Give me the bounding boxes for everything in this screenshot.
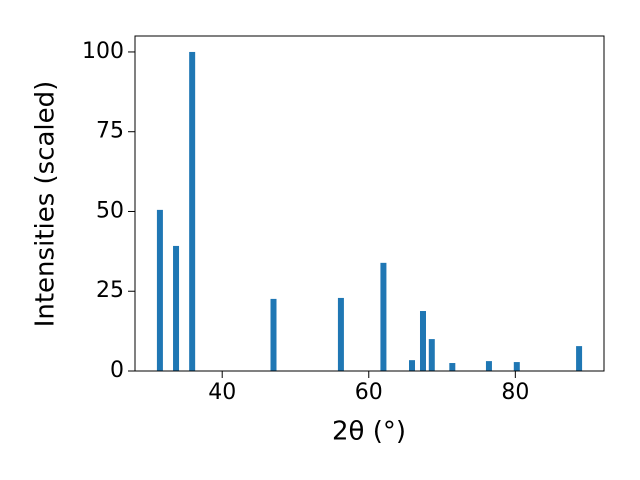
bar — [173, 245, 180, 371]
bar — [409, 360, 416, 371]
x-tick-label: 40 — [208, 380, 236, 405]
y-tick-label: 100 — [82, 39, 124, 64]
bar — [513, 362, 520, 371]
y-axis-label: Intensities (scaled) — [31, 81, 61, 328]
bar — [270, 298, 277, 371]
bar — [449, 363, 456, 371]
bar — [156, 209, 163, 371]
bar — [189, 51, 196, 371]
y-tick-label: 75 — [96, 119, 124, 144]
bar — [576, 346, 583, 371]
bar — [380, 262, 387, 371]
bar — [428, 339, 435, 371]
y-tick-label: 25 — [96, 278, 124, 303]
x-tick-label: 60 — [355, 380, 383, 405]
bar — [485, 361, 492, 371]
bar — [337, 297, 344, 371]
bar — [419, 311, 426, 371]
y-tick-label: 50 — [96, 198, 124, 223]
plot-frame — [134, 35, 605, 372]
x-tick-label: 80 — [501, 380, 529, 405]
x-axis-label: 2θ (°) — [332, 417, 406, 447]
y-tick-label: 0 — [110, 358, 124, 383]
